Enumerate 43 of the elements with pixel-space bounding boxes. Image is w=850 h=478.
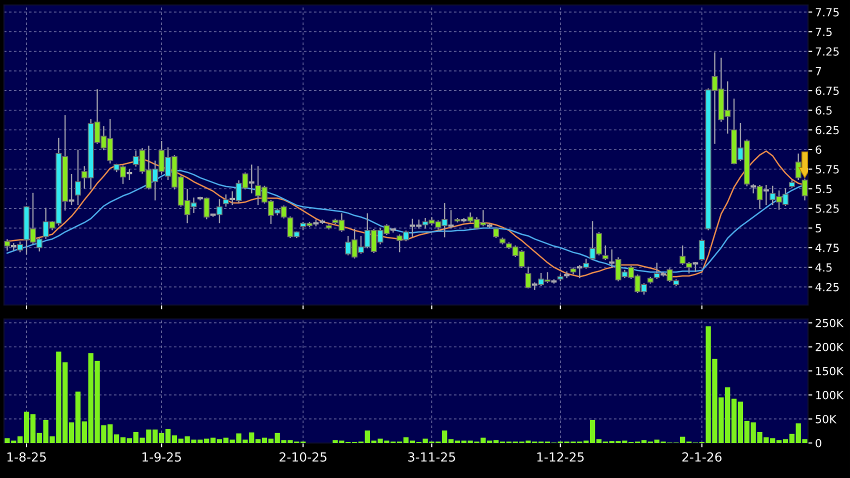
y-tick-label: 5.25 — [816, 204, 839, 213]
candlestick — [486, 223, 494, 228]
y-tick-label: 100K — [816, 390, 844, 400]
candlestick — [654, 262, 660, 279]
candlestick — [4, 239, 10, 251]
x-tick-label: 2-10-25 — [280, 452, 326, 462]
y-tick-label: 6.75 — [816, 86, 839, 95]
y-tick-label: 7 — [816, 67, 822, 76]
y-tick-label: 4.5 — [815, 263, 832, 272]
candlestick — [795, 154, 802, 180]
candlestick — [204, 198, 210, 220]
y-tick-label: 4.75 — [815, 244, 839, 252]
candlestick — [222, 194, 229, 207]
y-tick-label: 6.25 — [816, 126, 839, 134]
y-tick-label: 5.75 — [816, 165, 839, 174]
candlestick — [802, 178, 808, 200]
y-tick-label: 5 — [816, 224, 822, 232]
candlestick — [74, 150, 81, 206]
y-tick-label: 200K — [816, 342, 844, 352]
y-tick-label: 250K — [816, 318, 844, 328]
y-tick-label: 7.75 — [816, 8, 839, 16]
y-tick-label: 7.25 — [816, 47, 839, 56]
candlestick — [17, 242, 24, 252]
y-tick-label: 4.25 — [815, 282, 839, 292]
x-tick-label: 1-12-25 — [537, 452, 584, 462]
candlestick — [525, 266, 532, 288]
x-tick-label: 3-11-25 — [408, 452, 456, 462]
candlestick — [756, 185, 763, 210]
y-tick-label: 50K — [816, 414, 837, 424]
candlestick — [602, 245, 608, 260]
candlestick — [493, 227, 500, 238]
x-tick-label: 1-9-25 — [142, 452, 181, 462]
y-tick-label: 0 — [816, 438, 822, 448]
candlestick — [698, 239, 705, 261]
y-tick-label: 6 — [816, 145, 822, 154]
y-tick-label: 150K — [816, 366, 844, 376]
x-tick-label: 1-8-25 — [7, 452, 46, 462]
y-tick-label: 7.5 — [816, 28, 832, 36]
candlestick — [460, 218, 468, 222]
candlestick — [216, 199, 222, 224]
y-tick-label: 5.5 — [816, 184, 832, 194]
y-tick-label: 6.5 — [816, 106, 832, 115]
x-tick-label: 2-1-26 — [682, 452, 722, 462]
